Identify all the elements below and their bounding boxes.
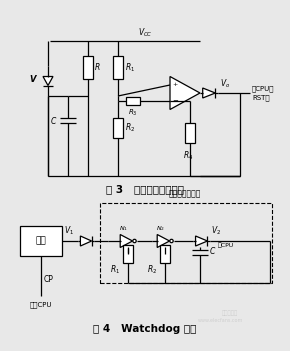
Text: 单稳: 单稳: [36, 237, 46, 245]
Text: 图 3   上电延时复位电路: 图 3 上电延时复位电路: [106, 184, 184, 194]
Text: CP: CP: [44, 274, 54, 284]
Text: $R_2$: $R_2$: [125, 122, 135, 134]
Text: C: C: [210, 247, 215, 257]
Bar: [83, 56, 93, 79]
Text: 虚框内为振荡器: 虚框内为振荡器: [169, 190, 201, 199]
Text: $R_2$: $R_2$: [147, 263, 157, 276]
Text: 图 4   Watchdog 电路: 图 4 Watchdog 电路: [93, 324, 197, 334]
Text: 去CPU: 去CPU: [218, 242, 234, 248]
Bar: [160, 245, 170, 263]
Text: $V_2$: $V_2$: [211, 225, 221, 237]
Polygon shape: [170, 77, 200, 110]
Text: +: +: [172, 82, 177, 87]
Text: $V_o$: $V_o$: [220, 78, 230, 90]
Circle shape: [170, 239, 173, 243]
Text: $R_1$: $R_1$: [125, 62, 135, 74]
Polygon shape: [80, 236, 92, 246]
Text: R: R: [95, 64, 100, 73]
Circle shape: [133, 239, 136, 243]
Text: $R_1$: $R_1$: [110, 263, 120, 276]
Polygon shape: [157, 234, 170, 247]
Text: $V_1$: $V_1$: [64, 225, 74, 237]
Bar: [100, 203, 272, 283]
Text: $R_4$: $R_4$: [183, 149, 193, 161]
Text: 电子发烧友: 电子发烧友: [222, 310, 238, 316]
Bar: [20, 226, 62, 256]
Bar: [113, 56, 123, 79]
Bar: [113, 118, 123, 138]
Text: −: −: [172, 98, 178, 104]
Text: $N_1$: $N_1$: [119, 224, 128, 233]
Text: 来自CPU: 来自CPU: [30, 301, 52, 307]
Polygon shape: [203, 88, 215, 98]
Polygon shape: [43, 77, 53, 86]
Text: $R_3$: $R_3$: [128, 108, 138, 118]
Text: V: V: [30, 74, 36, 84]
Text: $V_{CC}$: $V_{CC}$: [138, 26, 152, 39]
Bar: [123, 245, 133, 263]
Text: www.elecfans.com: www.elecfans.com: [197, 318, 243, 324]
Text: 去CPU的: 去CPU的: [252, 86, 275, 92]
Text: $N_2$: $N_2$: [157, 224, 166, 233]
Text: C: C: [51, 117, 56, 126]
Polygon shape: [195, 236, 207, 246]
Text: RST脚: RST脚: [252, 95, 270, 101]
Bar: [126, 97, 140, 105]
Polygon shape: [120, 234, 133, 247]
Bar: [185, 123, 195, 143]
